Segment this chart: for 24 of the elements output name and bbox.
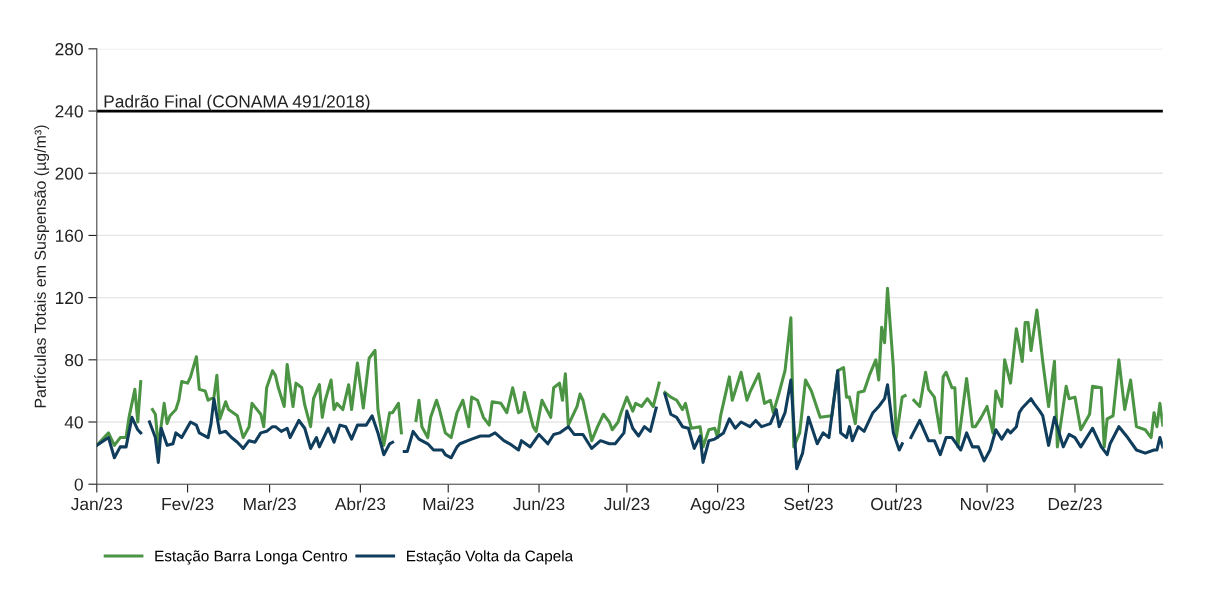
y-tick-label: 200: [55, 167, 83, 180]
y-tick-label: 240: [55, 105, 83, 118]
y-tick-label: 120: [55, 291, 83, 305]
x-tick-label: Nov/23: [961, 497, 1014, 511]
x-tick-label: Set/23: [784, 497, 833, 511]
y-tick-label: 40: [64, 416, 83, 429]
y-tick-label: 80: [65, 353, 83, 367]
y-tick-label: 0: [74, 478, 83, 491]
y-tick-label: 160: [55, 229, 83, 242]
x-tick-label: Fev/23: [162, 497, 214, 511]
ref-line-label: Padrão Final (CONAMA 491/2018): [104, 94, 370, 112]
legend-label: Estação Volta da Capela: [407, 550, 574, 565]
x-tick-label: Jun/23: [513, 497, 565, 511]
x-tick-label: Mar/23: [244, 497, 296, 511]
x-tick-label: Jan/23: [71, 497, 123, 511]
x-tick-label: Jul/23: [603, 497, 650, 511]
x-tick-label: Dez/23: [1048, 497, 1102, 511]
y-axis-title: Partículas Totais em Suspensão (µg/m³): [34, 125, 50, 408]
y-tick-label: 280: [55, 43, 83, 56]
x-tick-label: Out/23: [871, 497, 922, 511]
x-tick-label: Ago/23: [690, 497, 745, 514]
legend-label: Estação Barra Longa Centro: [155, 550, 348, 565]
x-tick-label: Abr/23: [334, 497, 386, 511]
x-tick-label: Mai/23: [423, 497, 474, 511]
